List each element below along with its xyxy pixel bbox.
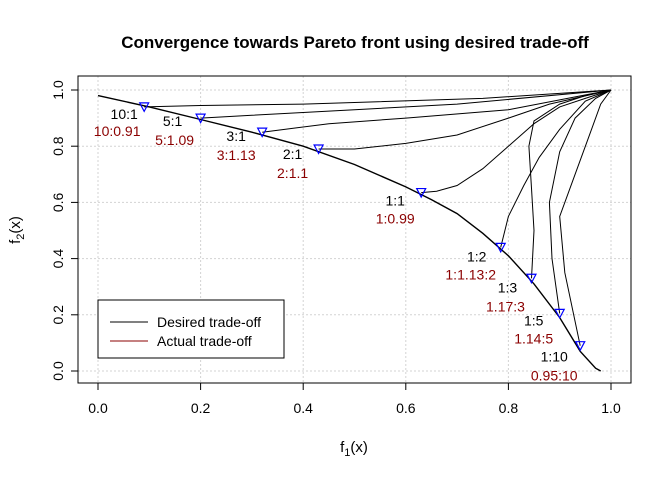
convergence-path [200,89,612,119]
legend-label-actual: Actual trade-off [157,333,252,349]
desired-tradeoff-label: 1:3 [498,279,518,295]
desired-tradeoff-label: 10:1 [111,106,138,122]
actual-tradeoff-label: 1.17:3 [486,298,525,314]
convergence-path [318,89,612,150]
y-tick-label: 0.6 [50,192,66,212]
y-tick-label: 0.2 [50,305,66,325]
actual-tradeoff-label: 2:1.1 [277,165,308,181]
actual-tradeoff-label: 3:1.13 [217,147,256,163]
y-tick-label: 0.0 [50,361,66,381]
desired-tradeoff-label: 1:2 [467,248,487,264]
solution-marker [313,144,325,155]
convergence-path [548,89,612,314]
annotations: 10:110:0.91 5:1 5:1.09 3:1 3:1.13 2:1 2:1.1 1:1… [94,106,578,384]
legend-label-desired: Desired trade-off [157,314,261,330]
convergence-path [528,89,612,279]
desired-tradeoff-label: 3:1 [226,128,246,144]
x-tick-label: 0.2 [191,400,211,416]
convergence-path [144,89,612,108]
convergence-path [262,89,612,133]
solution-markers [138,102,586,352]
solution-marker [415,187,427,199]
solution-marker [574,341,586,352]
desired-tradeoff-label: 1:1 [385,193,405,209]
chart-title: Convergence towards Pareto front using d… [121,33,589,52]
y-axis: 0.0 0.2 0.4 0.6 0.8 1.0 [50,80,79,381]
actual-tradeoff-label: 1:0.99 [376,211,415,227]
desired-tradeoff-label: 1:5 [524,312,544,328]
pareto-front [97,94,602,372]
y-tick-label: 1.0 [50,80,66,100]
x-tick-label: 1.0 [601,400,621,416]
convergence-path [559,89,612,346]
desired-tradeoff-label: 2:1 [283,146,303,162]
x-axis-label: f1(x) [340,439,368,459]
y-tick-label: 0.8 [50,136,66,156]
convergence-path [421,89,612,194]
x-tick-label: 0.0 [88,400,108,416]
x-tick-label: 0.6 [396,400,416,416]
actual-tradeoff-label: 0.95:10 [531,368,578,384]
desired-tradeoff-label: 5:1 [163,113,183,129]
convergence-paths [144,89,612,346]
y-axis-label: f2(x) [7,216,27,244]
x-tick-label: 0.8 [499,400,519,416]
legend: Desired trade-off Actual trade-off [97,299,285,359]
actual-tradeoff-label: 1.14:5 [514,330,553,346]
y-tick-label: 0.4 [50,249,66,269]
actual-tradeoff-label: 10:0.91 [94,123,141,139]
solution-marker [495,242,507,254]
solution-marker [195,113,207,124]
desired-tradeoff-label: 1:10 [541,349,568,365]
x-axis: 0.0 0.2 0.4 0.6 0.8 1.0 [88,382,621,416]
actual-tradeoff-label: 1:1.13:2 [445,266,496,282]
actual-tradeoff-label: 5:1.09 [155,132,194,148]
x-tick-label: 0.4 [293,400,313,416]
pareto-front-line [97,94,602,372]
solution-marker [256,127,268,138]
solution-marker [138,102,150,113]
solution-marker [525,273,537,285]
convergence-path [500,89,612,248]
solution-marker [554,308,566,320]
legend-box [97,299,285,359]
